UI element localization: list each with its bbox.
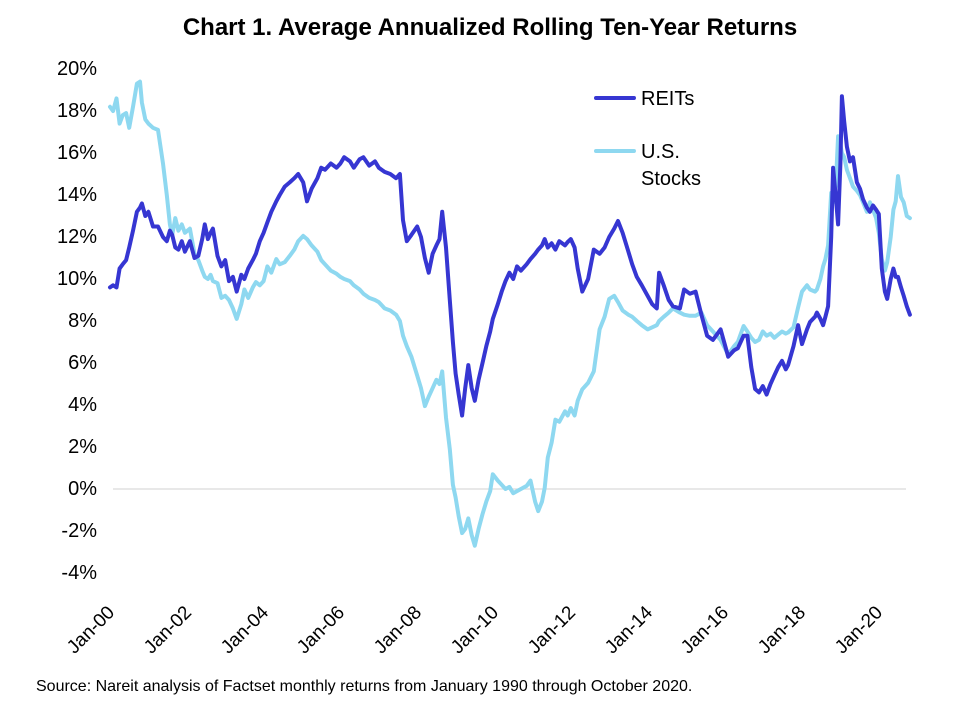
y-tick-label: 6% <box>68 352 97 374</box>
y-tick-label: 0% <box>68 478 97 500</box>
y-tick-label: 8% <box>68 310 97 332</box>
legend-item-reits: REITs <box>594 86 717 113</box>
legend-item-us-stocks: U.S. Stocks <box>594 139 717 193</box>
y-tick-label: 14% <box>56 184 97 206</box>
y-tick-label: -4% <box>61 562 97 584</box>
y-tick-label: 10% <box>56 268 97 290</box>
y-tick-label: 18% <box>56 100 97 122</box>
series-line-u-s-stocks <box>108 79 912 548</box>
y-tick-label: 2% <box>68 436 97 458</box>
legend: REITs U.S. Stocks <box>594 86 717 219</box>
source-note: Source: Nareit analysis of Factset month… <box>36 678 693 695</box>
legend-label-us-stocks: U.S. Stocks <box>641 141 702 190</box>
us-stocks-line-swatch <box>594 149 636 153</box>
reits-line-swatch <box>594 96 636 100</box>
y-tick-label: 16% <box>56 142 97 164</box>
y-tick-label: 4% <box>68 394 97 416</box>
series-line-reits <box>108 94 912 418</box>
chart-title: Chart 1. Average Annualized Rolling Ten-… <box>182 14 798 41</box>
legend-label-reits: REITs <box>641 88 695 110</box>
y-tick-label: 12% <box>56 226 97 248</box>
y-tick-label: -2% <box>61 520 97 542</box>
y-tick-label: 20% <box>56 58 97 80</box>
